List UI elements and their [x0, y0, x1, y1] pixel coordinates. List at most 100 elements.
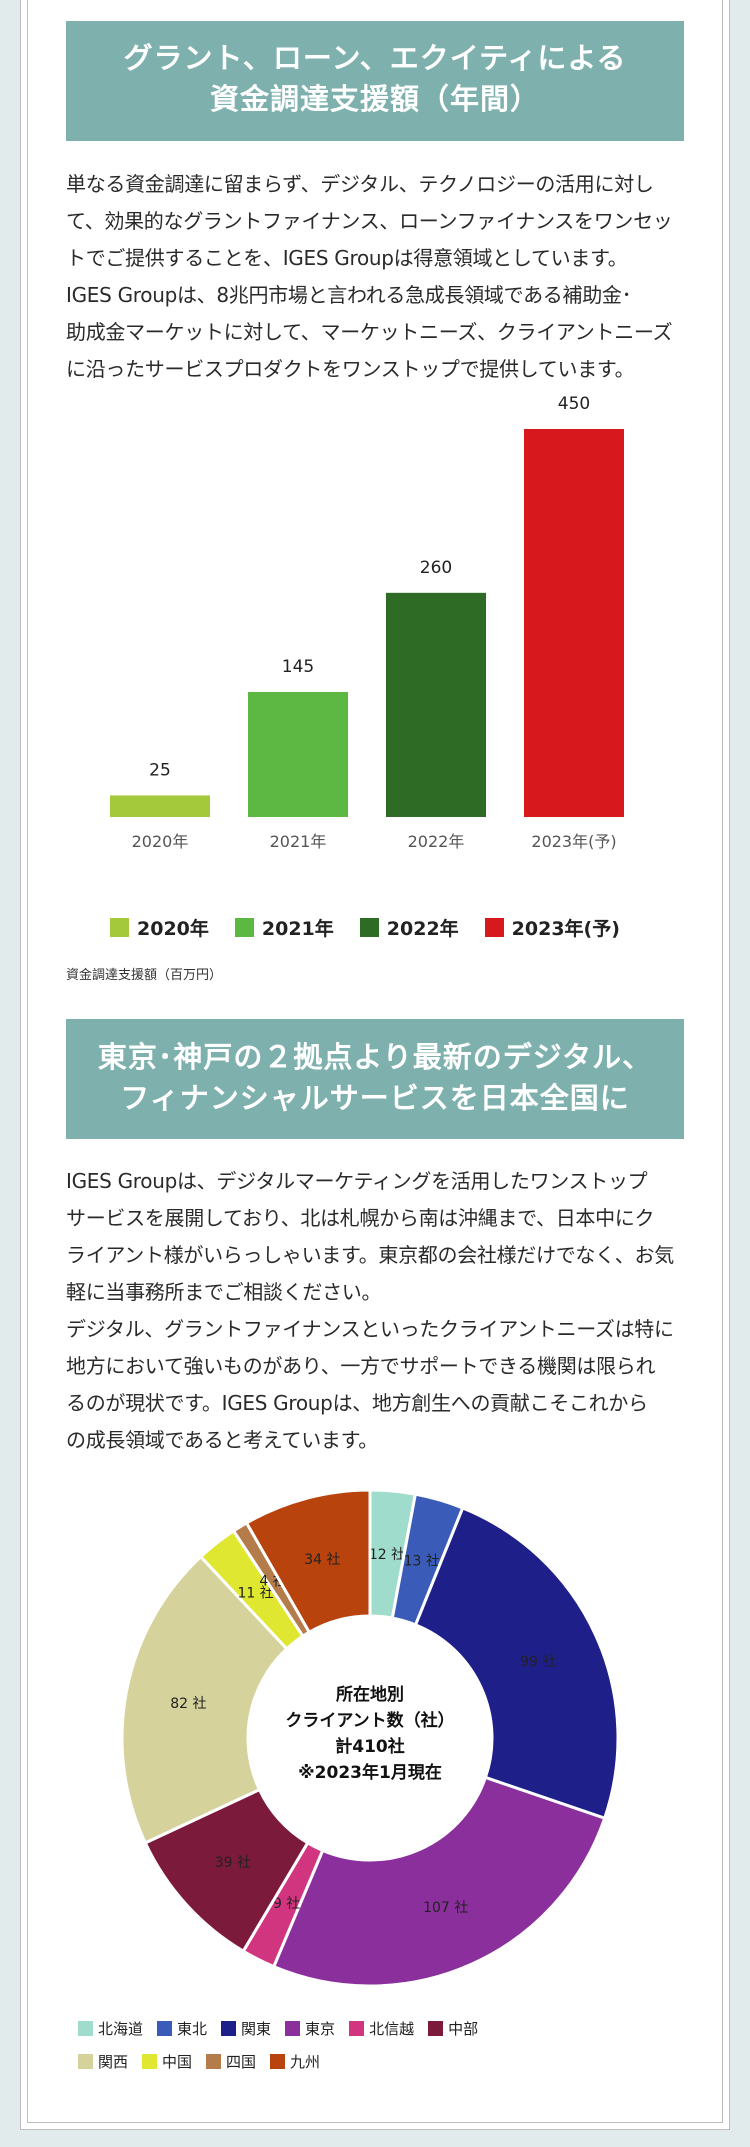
legend-item: 四国 — [206, 2051, 256, 2072]
legend-label: 2022年 — [386, 918, 459, 940]
slice-value-label: 99 社 — [520, 1654, 556, 1670]
bar — [110, 795, 210, 817]
bar-value-label: 260 — [420, 558, 452, 578]
legend-row: 北海道 東北 関東 東京 北信越 中部 — [78, 2018, 678, 2039]
slice-value-label: 34 社 — [304, 1552, 340, 1568]
paragraph-line: トでご提供することを、IGES Groupは得意領域としています。 — [66, 246, 628, 270]
donut-slice — [271, 1775, 607, 1988]
x-tick-label: 2022年 — [408, 832, 465, 851]
legend-label: 関東 — [241, 2020, 272, 2038]
legend-label: 2021年 — [261, 918, 334, 940]
legend-item: 東京 — [285, 2018, 335, 2039]
section-title-funding: グラント、ローン、エクイティによる 資金調達支援額（年間） — [66, 21, 684, 141]
legend-label: 北信越 — [369, 2020, 415, 2038]
legend-label: 東京 — [305, 2020, 336, 2038]
locations-description: IGES Groupは、デジタルマーケティングを活用したワンストップ サービスを… — [66, 1163, 690, 1459]
legend-swatch — [78, 2054, 93, 2069]
paragraph-line: 助成金マーケットに対して、マーケットニーズ、クライアントニーズ — [66, 320, 673, 344]
legend-swatch — [221, 2021, 237, 2036]
paragraph-line: ライアント様がいらっしゃいます。東京都の会社様だけでなく、お気 — [66, 1243, 674, 1267]
legend-item: 北海道 — [78, 2018, 143, 2039]
paragraph-line: 軽に当事務所までご相談ください。 — [66, 1280, 382, 1304]
slice-value-label: 82 社 — [170, 1696, 206, 1712]
legend-label: 東北 — [177, 2020, 208, 2038]
legend-label: 関西 — [98, 2053, 129, 2071]
legend-item: 東北 — [157, 2018, 207, 2039]
paragraph-line: 単なる資金調達に留まらず、デジタル、テクノロジーの活用に対し — [66, 172, 654, 196]
slice-value-label: 39 社 — [215, 1855, 251, 1871]
bar — [386, 592, 486, 817]
donut-chart-legend: 北海道 東北 関東 東京 北信越 中部 関西 中国 四国 九州 — [78, 2018, 678, 2084]
paragraph-line: デジタル、グラントファイナンスといったクライアントニーズは特に — [66, 1317, 674, 1341]
legend-item: 2020年 — [110, 914, 209, 941]
slice-value-label: 9 社 — [273, 1896, 300, 1912]
paragraph-line: IGES Groupは、デジタルマーケティングを活用したワンストップ — [66, 1169, 648, 1193]
legend-swatch — [359, 918, 379, 937]
paragraph-line: サービスを展開しており、北は札幌から南は沖縄まで、日本中にク — [66, 1206, 655, 1230]
slice-value-label: 11 社 — [237, 1586, 273, 1602]
x-tick-label: 2020年 — [132, 832, 189, 851]
legend-label: 中部 — [448, 2020, 479, 2038]
legend-swatch — [234, 918, 254, 937]
legend-swatch — [78, 2021, 93, 2036]
slice-value-label: 107 社 — [423, 1900, 468, 1916]
legend-swatch — [484, 918, 504, 937]
bar-value-label: 25 — [149, 760, 171, 780]
legend-label: 2023年(予) — [511, 918, 620, 940]
section-title-line: フィナンシャルサービスを日本全国に — [120, 1081, 630, 1115]
legend-swatch — [157, 2021, 173, 2036]
slice-value-label: 12 社 — [369, 1547, 405, 1563]
legend-item: 関西 — [78, 2051, 128, 2072]
legend-item: 中国 — [142, 2051, 192, 2072]
legend-item: 九州 — [270, 2051, 320, 2072]
legend-swatch — [270, 2054, 286, 2069]
x-tick-label: 2021年 — [270, 832, 327, 851]
paragraph-line: IGES Groupは、8兆円市場と言われる急成長領域である補助金･ — [66, 283, 632, 307]
bar — [524, 429, 624, 817]
legend-item: 中部 — [428, 2018, 478, 2039]
legend-row: 関西 中国 四国 九州 — [78, 2051, 678, 2072]
legend-item: 北信越 — [349, 2018, 414, 2039]
bar-value-label: 145 — [282, 657, 314, 677]
section-title-line: グラント、ローン、エクイティによる — [123, 41, 627, 75]
legend-swatch — [349, 2021, 365, 2036]
slice-value-label: 13 社 — [404, 1553, 440, 1569]
section-title-line: 東京･神戸の２拠点より最新のデジタル、 — [97, 1040, 653, 1074]
legend-label: 九州 — [290, 2053, 321, 2071]
donut-center-label: 計410社 — [335, 1736, 405, 1757]
bar — [248, 691, 348, 817]
legend-swatch — [428, 2021, 444, 2036]
legend-label: 四国 — [226, 2053, 257, 2071]
legend-label: 北海道 — [98, 2020, 144, 2038]
legend-label: 2020年 — [137, 918, 209, 940]
bar-chart-unit-note: 資金調達支援額（百万円） — [66, 968, 223, 983]
funding-description: 単なる資金調達に留まらず、デジタル、テクノロジーの活用に対し て、効果的なグラン… — [66, 166, 690, 388]
paragraph-line: の成長領域であると考えています。 — [66, 1428, 378, 1452]
legend-swatch — [285, 2021, 301, 2036]
paragraph-line: て、効果的なグラントファイナンス、ローンファイナンスをワンセッ — [66, 209, 673, 233]
donut-center-label: 所在地別 — [336, 1684, 404, 1705]
donut-slice — [244, 1488, 372, 1635]
legend-item: 2022年 — [359, 914, 459, 941]
legend-item: 2021年 — [234, 914, 334, 941]
legend-swatch — [142, 2054, 158, 2069]
x-tick-label: 2023年(予) — [531, 832, 616, 851]
legend-swatch — [206, 2054, 222, 2069]
funding-bar-chart: 25 2020年 145 2021年 260 2022年 450 2023年(予) — [110, 394, 624, 851]
donut-center-label: クライアント数（社） — [285, 1710, 454, 1731]
bar-chart-legend: 2020年 2021年 2022年 2023年(予) — [110, 914, 620, 941]
legend-label: 中国 — [162, 2053, 193, 2071]
section-title-locations: 東京･神戸の２拠点より最新のデジタル、 フィナンシャルサービスを日本全国に — [66, 1019, 684, 1139]
paragraph-line: 地方において強いものがあり、一方でサポートできる機関は限られ — [66, 1354, 656, 1378]
paragraph-line: に沿ったサービスプロダクトをワンストップで提供しています。 — [66, 357, 635, 381]
legend-item: 関東 — [221, 2018, 271, 2039]
legend-swatch — [110, 918, 129, 937]
donut-center-label: ※2023年1月現在 — [298, 1762, 442, 1783]
content-frame-inner — [27, 0, 723, 2123]
section-title-line: 資金調達支援額（年間） — [209, 82, 540, 116]
donut-slice — [413, 1506, 620, 1821]
legend-item: 2023年(予) — [484, 914, 620, 941]
paragraph-line: るのが現状です。IGES Groupは、地方創生への貢献こそこれから — [66, 1391, 648, 1415]
donut-slice — [120, 1554, 289, 1845]
